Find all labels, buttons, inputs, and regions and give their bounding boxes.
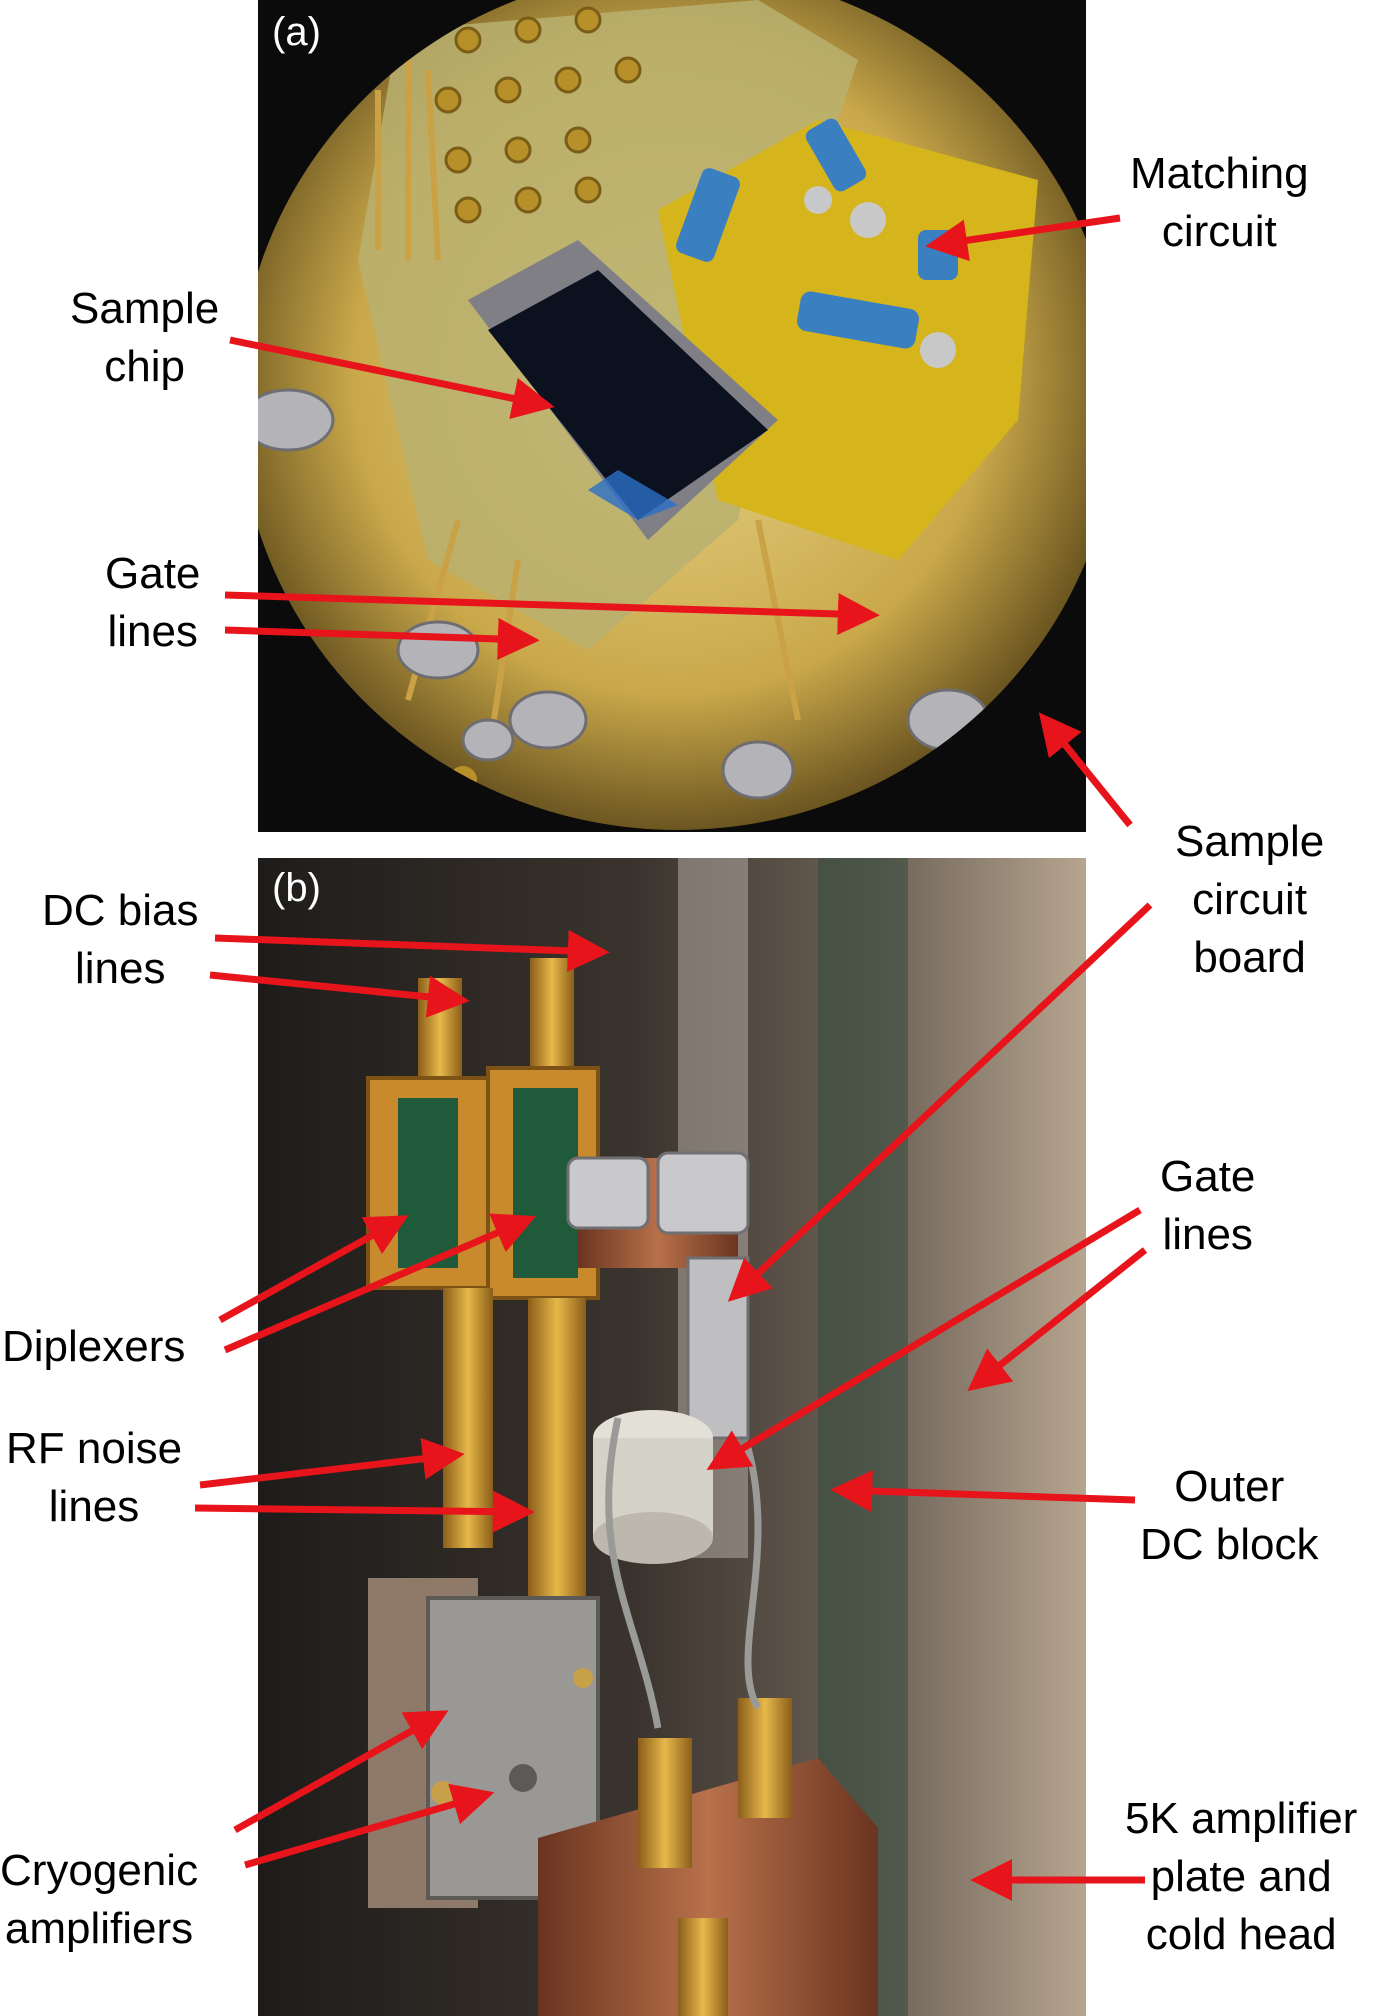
diplexer-boxes (366, 1066, 600, 1300)
label-diplexers: Diplexers (2, 1322, 186, 1371)
sample-board-photo (258, 0, 1086, 832)
photo-panel-a: (a) (258, 0, 1086, 832)
cryostat-assembly-photo (258, 858, 1086, 2016)
label-dc-bias-lines: DC bias lines (42, 886, 199, 993)
plate-connectors (638, 1698, 792, 2016)
label-rf-noise-lines: RF noise lines (6, 1424, 183, 1531)
amp-plate-photo (538, 1758, 878, 2016)
panel-b-tag: (b) (272, 866, 321, 910)
sample-chip-photo (488, 270, 768, 520)
panel-a-tag: (a) (272, 10, 321, 54)
label-gate-lines-a: Gate lines (105, 549, 201, 656)
bond-pads (434, 6, 642, 224)
coax-cables (605, 1417, 762, 1729)
label-sample-chip: Sample chip (70, 284, 220, 391)
label-gate-lines-b: Gate lines (1160, 1152, 1256, 1259)
photo-panel-b: (b) (258, 858, 1086, 2016)
label-matching-circuit: Matching circuit (1130, 149, 1309, 256)
label-sample-circuit-board: Sample circuit board (1175, 817, 1325, 982)
label-amp-plate: 5K amplifier plate and cold head (1125, 1794, 1358, 1959)
label-cryogenic-amplifiers: Cryogenic amplifiers (0, 1846, 199, 1953)
label-outer-dc-block: Outer DC block (1140, 1462, 1319, 1569)
